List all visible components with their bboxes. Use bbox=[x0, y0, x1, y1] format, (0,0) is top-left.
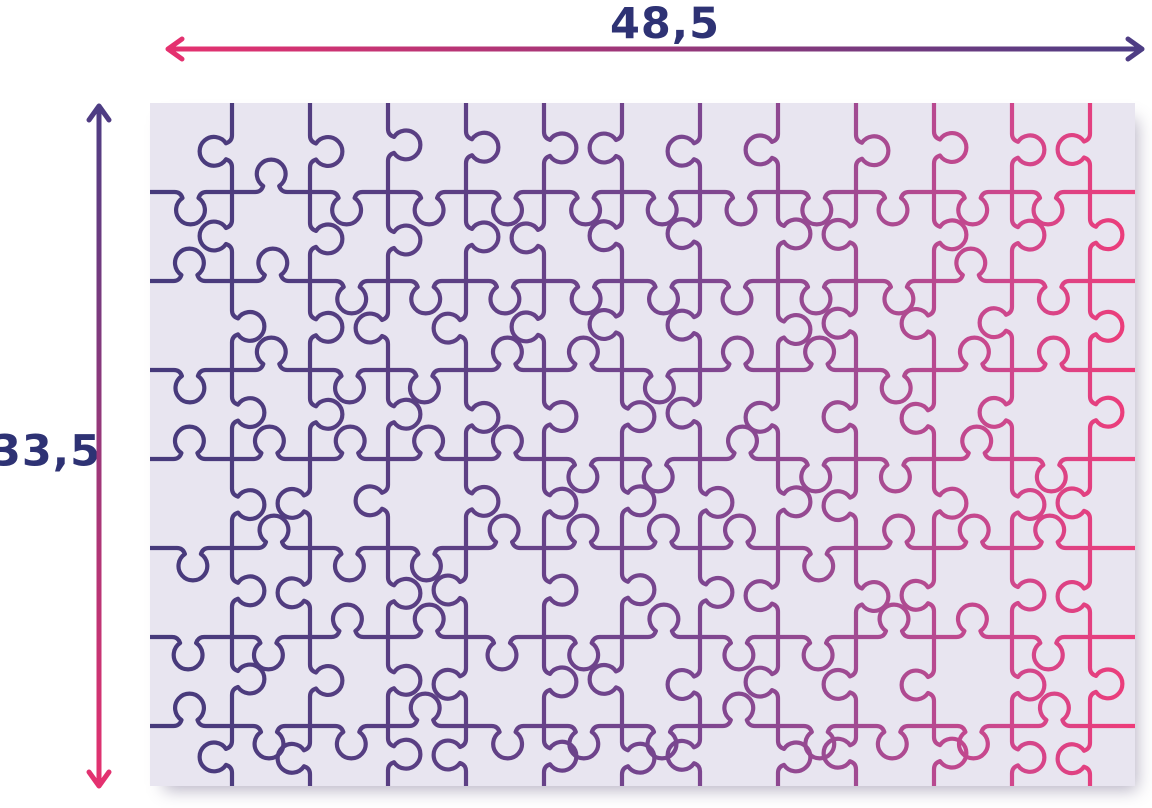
width-dimension-label: 48,5 bbox=[609, 0, 721, 49]
height-dimension-label: 33,5 bbox=[0, 426, 102, 477]
width-arrow-line bbox=[165, 36, 1145, 62]
puzzle-column-line bbox=[353, 103, 423, 786]
puzzle-row-line bbox=[150, 602, 1135, 672]
puzzle-column-line bbox=[1055, 103, 1125, 786]
puzzle-column-line bbox=[275, 103, 345, 786]
puzzle-column-line bbox=[977, 103, 1047, 786]
puzzle-row-line bbox=[150, 157, 1135, 227]
height-arrow-line bbox=[86, 103, 112, 789]
puzzle-column-line bbox=[743, 103, 813, 786]
puzzle-column-line bbox=[665, 103, 735, 786]
puzzle-image bbox=[150, 103, 1135, 786]
puzzle-column-line bbox=[509, 103, 579, 786]
puzzle-row-line bbox=[150, 335, 1135, 405]
puzzle-grid bbox=[150, 103, 1135, 786]
puzzle-column-line bbox=[899, 103, 969, 786]
puzzle-column-line bbox=[431, 103, 501, 786]
puzzle-column-line bbox=[197, 103, 267, 786]
puzzle-row-line bbox=[150, 691, 1135, 761]
height-dimension-double-arrow-icon bbox=[86, 103, 112, 789]
puzzle-row-line bbox=[150, 246, 1135, 316]
puzzle-column-line bbox=[587, 103, 657, 786]
puzzle-column-line bbox=[821, 103, 891, 786]
puzzle-row-line bbox=[150, 513, 1135, 583]
puzzle-piece-lines bbox=[150, 103, 1135, 786]
puzzle-row-line bbox=[150, 424, 1135, 494]
width-dimension-double-arrow-icon bbox=[165, 36, 1145, 62]
